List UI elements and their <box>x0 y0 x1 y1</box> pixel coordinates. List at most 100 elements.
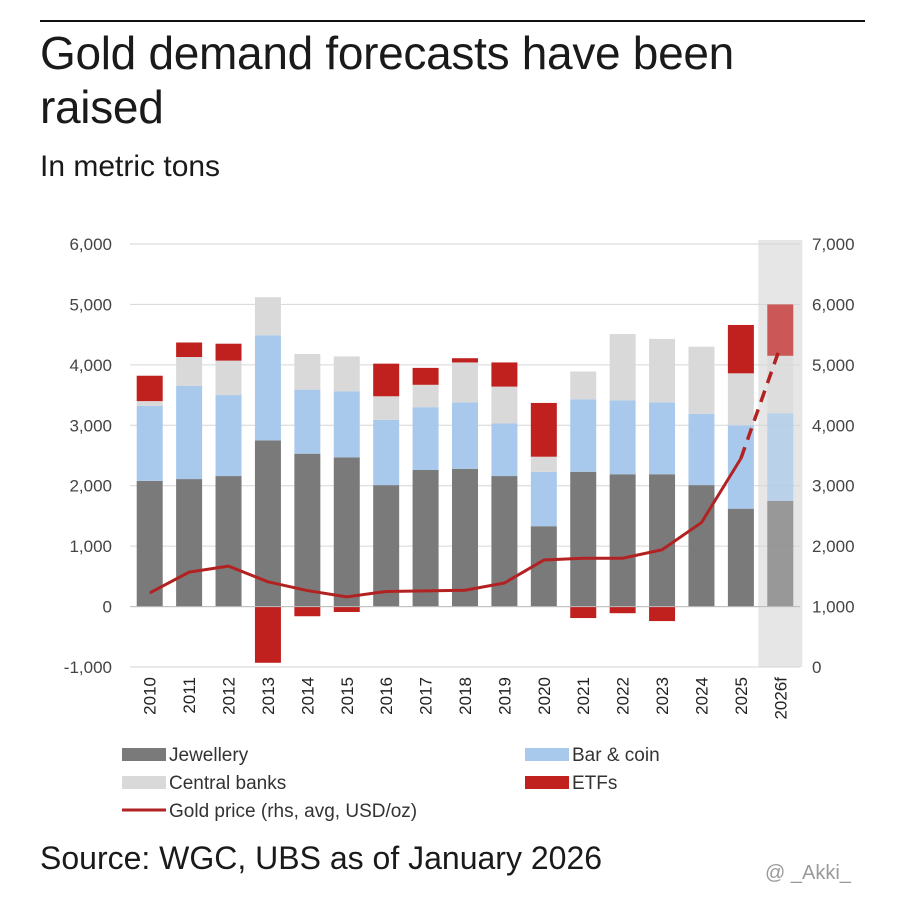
bar-central_banks <box>570 371 597 400</box>
bar-bar_coin <box>649 402 676 475</box>
y-left-tick-label: 4,000 <box>69 356 112 375</box>
bar-central_banks <box>530 456 557 472</box>
bar-jewellery <box>688 485 715 607</box>
x-category-label: 2021 <box>574 677 593 715</box>
x-category-label: 2019 <box>495 677 514 715</box>
bar-jewellery <box>412 470 439 607</box>
y-left-tick-label: 1,000 <box>69 537 112 556</box>
bar-bar_coin <box>530 471 557 527</box>
bar-bar_coin <box>294 389 321 454</box>
bar-bar_coin <box>570 399 597 472</box>
bar-central_banks <box>767 355 794 414</box>
y-right-tick-label: 3,000 <box>812 477 855 496</box>
bar-etfs <box>412 367 439 385</box>
bar-etfs <box>767 304 794 356</box>
bar-jewellery <box>727 508 754 607</box>
x-category-label: 2023 <box>653 677 672 715</box>
bar-central_banks <box>215 360 242 396</box>
bar-jewellery <box>452 468 478 607</box>
x-category-label: 2026f <box>771 677 790 720</box>
bar-bar_coin <box>215 395 242 477</box>
bar-jewellery <box>373 485 400 607</box>
y-left-tick-label: -1,000 <box>64 658 112 677</box>
bar-central_banks <box>176 357 203 387</box>
y-right-tick-label: 5,000 <box>812 356 855 375</box>
bar-jewellery <box>215 476 242 607</box>
bar-etfs <box>254 606 281 663</box>
bar-central_banks <box>294 353 321 390</box>
y-left-tick-label: 5,000 <box>69 295 112 314</box>
legend-label-jewellery: Jewellery <box>169 745 249 766</box>
y-right-tick-label: 2,000 <box>812 537 855 556</box>
x-category-label: 2011 <box>180 677 199 714</box>
x-category-label: 2015 <box>338 677 357 715</box>
y-right-tick-label: 0 <box>812 658 821 677</box>
bar-jewellery <box>176 479 203 607</box>
legend-swatch-jewellery <box>122 748 166 761</box>
bar-jewellery <box>649 474 676 607</box>
bar-etfs <box>727 324 754 374</box>
bar-etfs <box>215 343 242 361</box>
bar-bar_coin <box>491 423 518 477</box>
bar-bar_coin <box>688 413 715 486</box>
legend-swatch-etfs <box>525 776 569 789</box>
bar-jewellery <box>570 471 597 607</box>
bar-etfs <box>491 362 518 387</box>
y-left-tick-label: 6,000 <box>69 235 112 254</box>
bar-etfs <box>333 606 360 613</box>
legend-label-central_banks: Central banks <box>169 773 286 794</box>
y-right-tick-label: 6,000 <box>812 295 855 314</box>
legend-label-etfs: ETFs <box>572 773 617 794</box>
bar-bar_coin <box>767 413 794 501</box>
bar-etfs <box>452 358 478 363</box>
bar-bar_coin <box>373 419 400 486</box>
y-left-tick-label: 3,000 <box>69 416 112 435</box>
bar-jewellery <box>491 476 518 607</box>
bar-etfs <box>530 402 557 457</box>
bar-jewellery <box>294 453 321 607</box>
source-note: Source: WGC, UBS as of January 2026 <box>40 840 603 876</box>
bar-jewellery <box>333 457 360 607</box>
x-category-label: 2012 <box>220 677 239 715</box>
gold-price-line <box>149 457 743 599</box>
bar-bar_coin <box>609 400 636 475</box>
legend-swatch-bar_coin <box>525 748 569 761</box>
y-left-tick-label: 0 <box>103 598 112 617</box>
bar-bar_coin <box>176 386 203 480</box>
y-left-tick-label: 2,000 <box>69 477 112 496</box>
x-category-label: 2024 <box>692 677 711 715</box>
x-category-label: 2025 <box>732 677 751 715</box>
legend-label-gold_price: Gold price (rhs, avg, USD/oz) <box>169 801 417 822</box>
gold-demand-chart: 6,000 5,000 4,000 3,000 2,000 1,000 0 -1,000 7,0… <box>64 235 855 822</box>
bar-bar_coin <box>412 407 439 471</box>
bar-central_banks <box>373 396 400 420</box>
y-right-tick-label: 1,000 <box>812 598 855 617</box>
bar-etfs <box>373 363 400 397</box>
x-category-label: 2022 <box>614 677 633 715</box>
chart-subtitle: In metric tons <box>40 150 221 183</box>
page-title: Gold demand forecasts have been raised <box>40 27 734 133</box>
watermark: @ _Akki_ <box>765 862 851 884</box>
bar-bar_coin <box>452 402 478 469</box>
bar-etfs <box>570 606 597 619</box>
bar-central_banks <box>491 386 518 424</box>
x-category-label: 2010 <box>141 677 160 715</box>
bar-central_banks <box>609 334 636 401</box>
bar-etfs <box>649 606 676 622</box>
bar-central_banks <box>254 297 281 336</box>
x-category-label: 2017 <box>417 677 436 715</box>
bar-central_banks <box>412 384 439 408</box>
bar-central_banks <box>333 356 360 392</box>
x-category-label: 2016 <box>377 677 396 715</box>
bar-central_banks <box>136 401 163 406</box>
bar-central_banks <box>649 338 676 403</box>
bar-central_banks <box>727 373 754 426</box>
bar-bar_coin <box>333 391 360 458</box>
bar-etfs <box>176 342 203 358</box>
x-category-label: 2018 <box>456 677 475 715</box>
y-right-tick-label: 4,000 <box>812 416 855 435</box>
bar-etfs <box>294 606 321 617</box>
bar-bar_coin <box>254 335 281 441</box>
bar-bar_coin <box>136 405 163 481</box>
bar-central_banks <box>452 362 478 403</box>
